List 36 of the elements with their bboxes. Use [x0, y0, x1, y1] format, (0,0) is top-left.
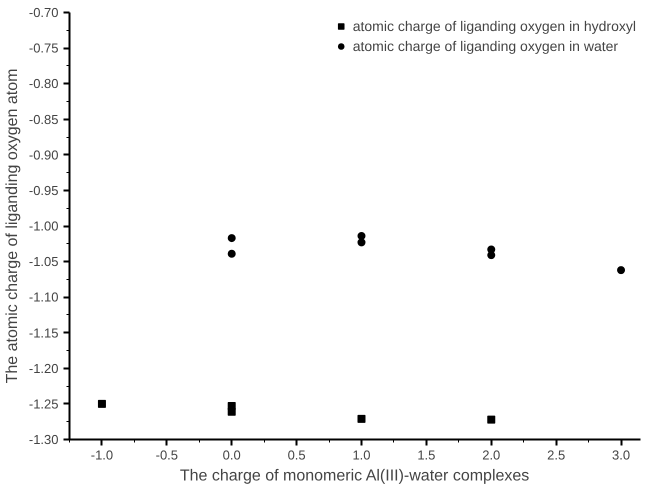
y-tick-label: -1.05: [28, 254, 59, 270]
x-tick-label: 0.5: [288, 448, 306, 462]
x-tick-label: -1.0: [90, 448, 114, 462]
y-tick-label: -0.85: [28, 112, 59, 127]
point: [617, 266, 626, 274]
x-tick-label: 3.0: [612, 448, 630, 462]
y-tick-label: -0.70: [28, 5, 59, 20]
legend-label: atomic charge of liganding oxygen in hydroxyl: [352, 18, 636, 34]
x-axis-title: The charge of monomeric Al(III)-water complexes: [180, 468, 530, 484]
x-tick-label: 0.0: [222, 448, 241, 462]
y-tick-label: -0.75: [28, 40, 59, 56]
point: [228, 408, 236, 416]
legend-label: atomic charge of liganding oxygen in water: [352, 38, 618, 54]
y-tick-label: -1.20: [28, 360, 59, 376]
point: [228, 250, 236, 258]
point: [357, 232, 366, 240]
x-tick-label: -0.5: [156, 448, 178, 462]
point: [228, 234, 236, 242]
x-tick-label: 2.5: [547, 448, 566, 462]
y-tick-label: -1.15: [28, 325, 59, 340]
point: [98, 400, 106, 408]
point: [357, 414, 366, 423]
y-tick-label: -0.90: [28, 147, 59, 162]
point: [487, 416, 496, 424]
y-tick-label: -1.10: [28, 290, 59, 305]
point: [487, 251, 496, 260]
x-tick-label: 1.0: [352, 448, 371, 462]
x-tick-label: 1.5: [417, 448, 436, 462]
y-tick-label: -1.00: [28, 218, 59, 234]
y-tick-label: -1.30: [28, 432, 59, 447]
y-axis-title: The atomic charge of liganding oxygen atom: [4, 68, 21, 384]
point: [357, 238, 366, 246]
y-tick-label: -1.25: [28, 396, 59, 412]
x-tick-label: 2.0: [482, 448, 500, 462]
y-tick-label: -0.80: [28, 76, 59, 92]
y-tick-label: -0.95: [28, 182, 59, 198]
